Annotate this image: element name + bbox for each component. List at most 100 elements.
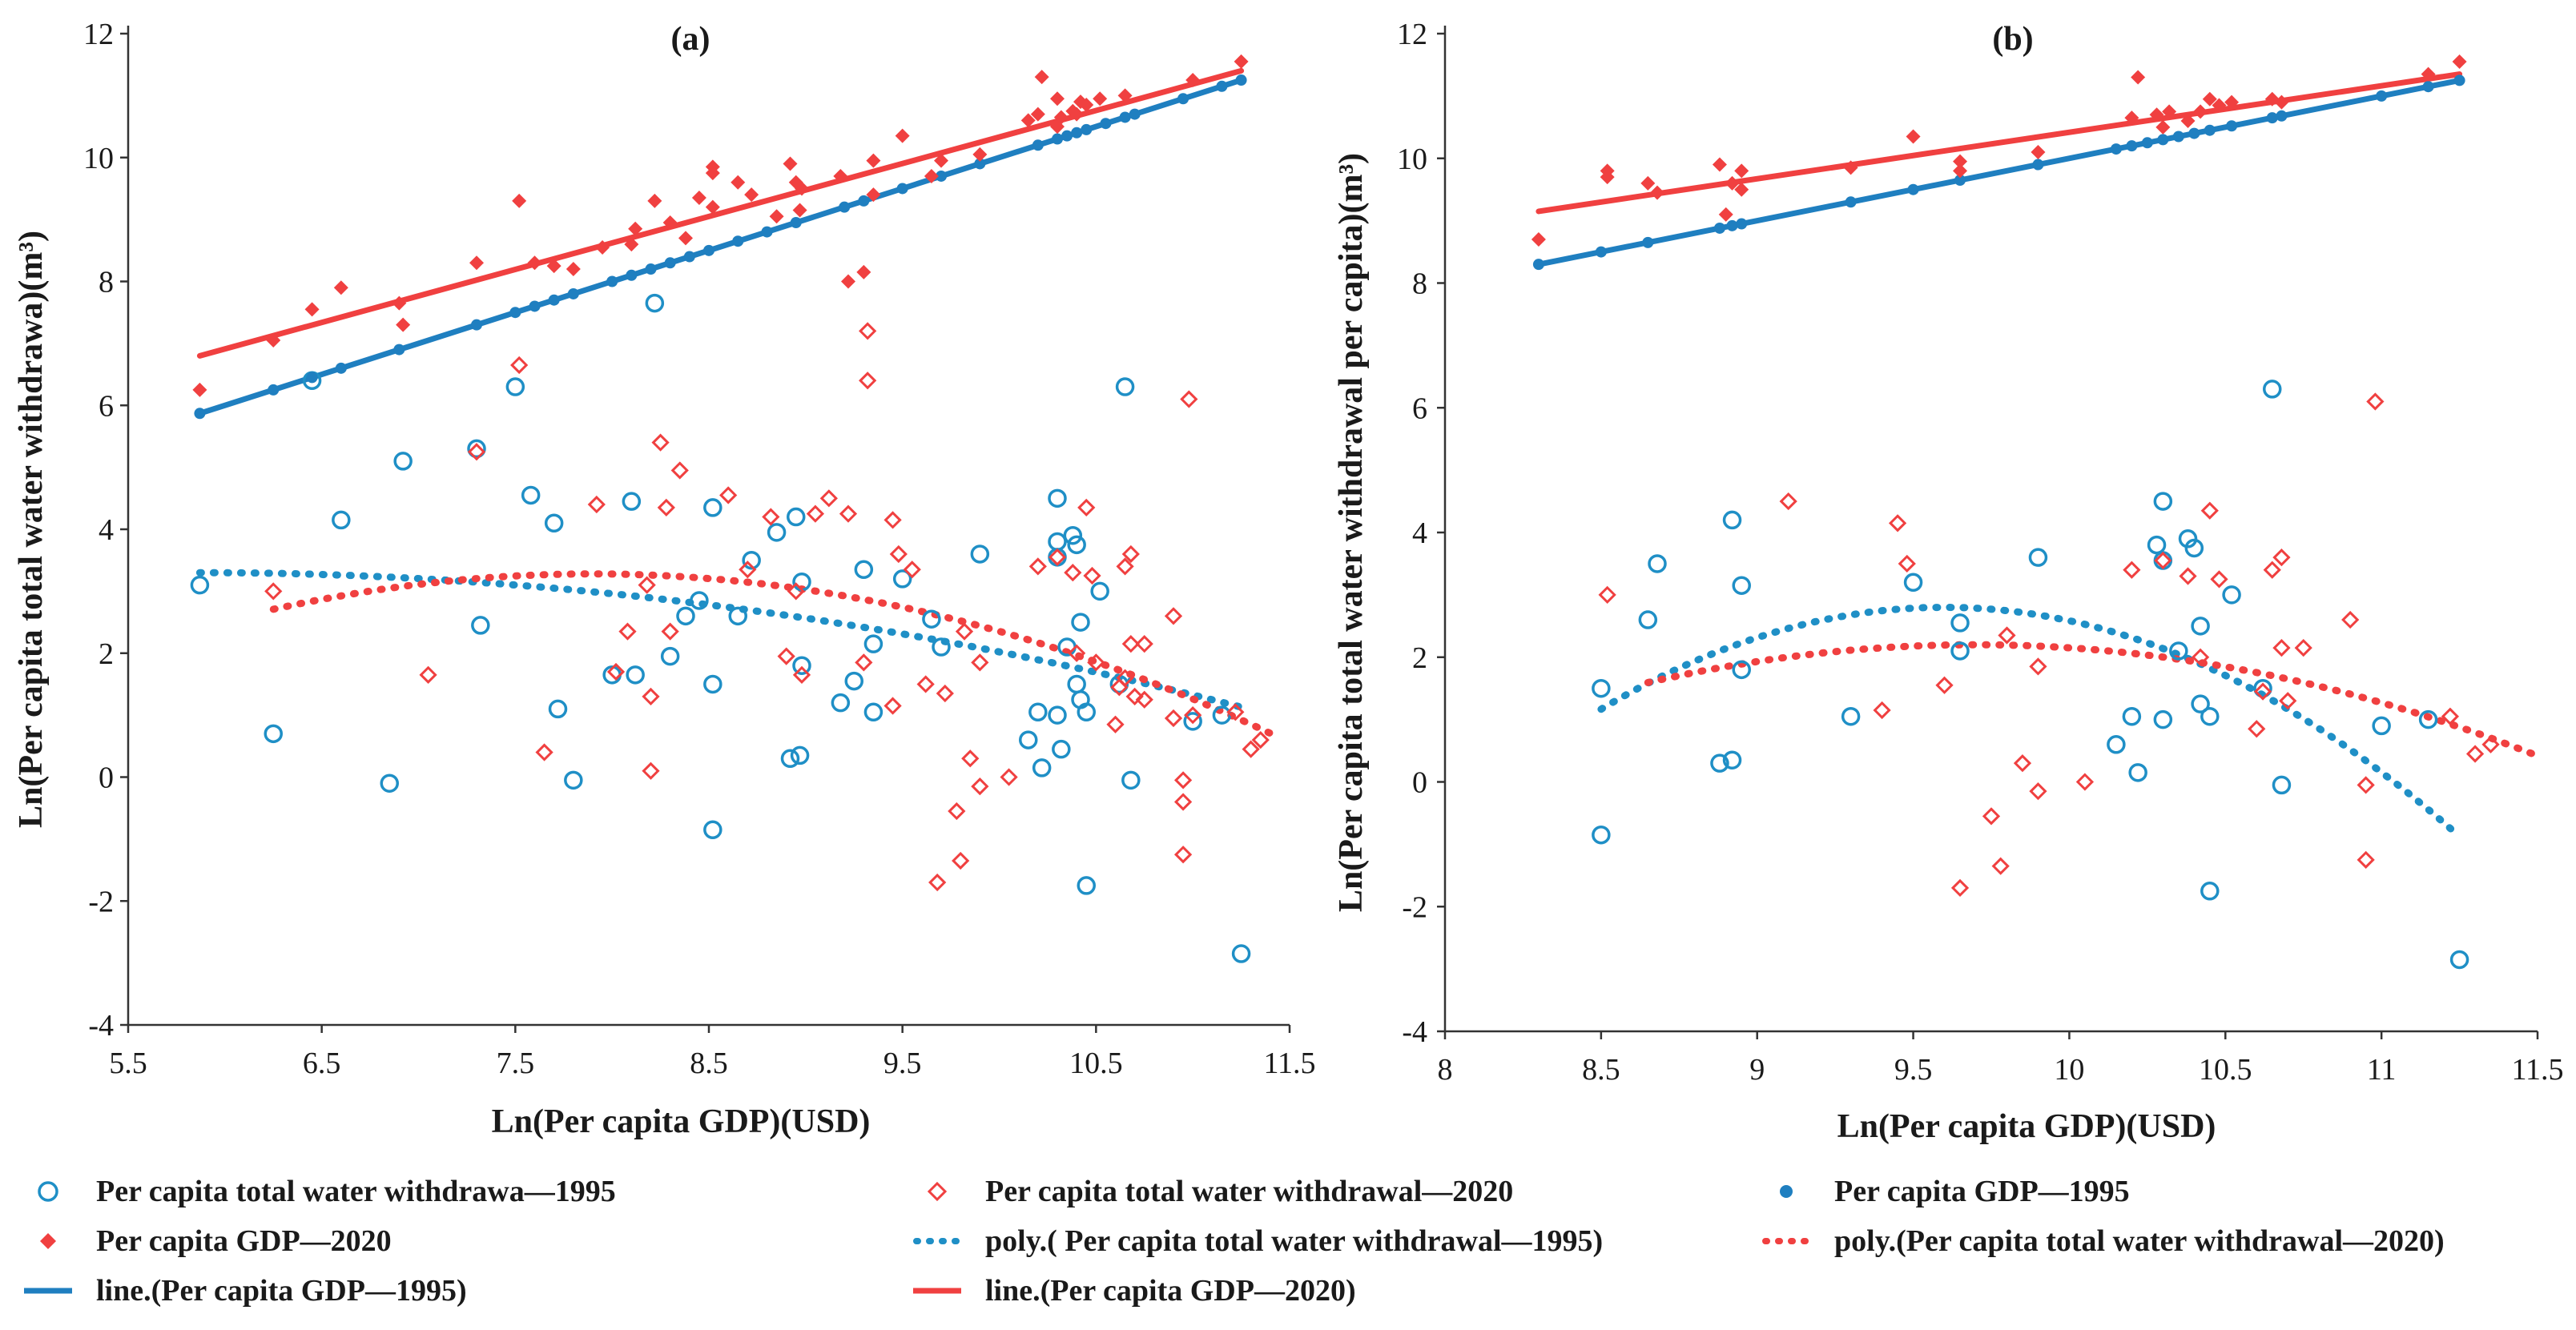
data-point — [839, 504, 858, 523]
data-point — [535, 743, 553, 761]
series-circle — [190, 293, 1251, 963]
x-tick-label: 10.5 — [2199, 1053, 2252, 1087]
data-point — [2357, 850, 2375, 869]
data-point — [806, 504, 825, 523]
poly-fit-line — [195, 569, 1246, 711]
data-point — [703, 820, 722, 840]
data-point — [841, 274, 855, 289]
data-point — [2253, 682, 2272, 701]
data-point — [1053, 110, 1069, 125]
data-point — [1064, 564, 1082, 582]
data-point — [1950, 641, 1970, 661]
data-point — [703, 674, 722, 694]
legend-item: Per capita total water withdrawal—2020 — [927, 1175, 1513, 1208]
data-point — [1888, 514, 1907, 532]
data-point — [380, 773, 399, 793]
data-point — [1028, 557, 1047, 576]
data-point — [2341, 610, 2360, 629]
data-point — [1000, 768, 1018, 786]
data-point — [2147, 535, 2167, 555]
y-tick-label: 8 — [1412, 267, 1427, 301]
data-point — [858, 195, 870, 207]
data-point — [647, 193, 662, 208]
data-point — [1954, 175, 1966, 187]
data-point — [660, 646, 680, 666]
legend-marker — [40, 1233, 56, 1249]
data-point — [1032, 139, 1044, 151]
data-point — [2193, 104, 2208, 119]
legend-label: poly.( Per capita total water withdrawal… — [985, 1224, 1603, 1258]
data-point — [856, 264, 871, 279]
data-point — [1732, 576, 1751, 595]
data-point — [1069, 106, 1085, 122]
data-point — [2262, 380, 2282, 399]
data-point — [567, 287, 579, 299]
data-point — [1061, 130, 1073, 142]
data-point — [661, 622, 679, 641]
data-point — [1067, 674, 1086, 694]
data-point — [678, 231, 693, 246]
data-point — [855, 653, 873, 672]
data-point — [2212, 98, 2227, 113]
data-point — [792, 203, 807, 218]
data-point — [1722, 750, 1742, 769]
data-point — [787, 507, 806, 527]
panel-title: (b) — [1992, 21, 2033, 58]
series-diamond — [264, 322, 1270, 892]
data-point — [642, 761, 660, 780]
data-point — [1067, 535, 1086, 555]
data-point — [1177, 93, 1189, 105]
data-point — [705, 159, 720, 175]
data-point — [521, 485, 541, 505]
data-point — [1982, 807, 2001, 826]
data-point — [883, 511, 902, 529]
data-point — [831, 693, 851, 713]
data-point — [2122, 706, 2142, 726]
data-point — [972, 147, 988, 162]
x-tick-label: 11 — [2367, 1053, 2397, 1087]
data-point — [1903, 573, 1923, 593]
data-point — [333, 280, 348, 295]
data-point — [1953, 154, 1968, 169]
data-point — [1135, 635, 1153, 653]
data-point — [1116, 669, 1134, 687]
data-point — [2191, 694, 2210, 713]
data-point — [2272, 548, 2291, 567]
data-point — [1907, 183, 1919, 195]
data-point — [2266, 112, 2278, 124]
data-point — [2279, 692, 2297, 710]
poly-fit-line — [1644, 641, 2542, 760]
data-point — [1712, 157, 1727, 172]
data-point — [744, 187, 759, 203]
data-point — [705, 199, 720, 215]
data-point — [1087, 653, 1105, 672]
data-point — [651, 433, 670, 452]
y-tick-label: -2 — [88, 885, 114, 918]
data-point — [1592, 678, 1611, 698]
data-point — [1173, 846, 1193, 864]
data-point — [1725, 175, 1740, 191]
data-point — [1183, 712, 1202, 731]
data-point — [1226, 703, 1245, 721]
panel-b: -4 -2 0 2 4 6 8 10 12 8 8.5 9 9.5 10 10.5 11 11.5 (b) Ln(P… — [1333, 18, 2564, 1145]
data-point — [1953, 163, 1968, 179]
data-point — [863, 634, 883, 653]
data-point — [795, 181, 809, 196]
data-point — [1030, 106, 1045, 122]
data-point — [2153, 492, 2173, 511]
data-point — [691, 191, 706, 206]
data-point — [742, 550, 761, 570]
data-point — [928, 873, 947, 892]
data-point — [1841, 706, 1861, 726]
y-tick-label: 6 — [99, 389, 114, 423]
y-tick-label: 6 — [1412, 392, 1427, 425]
data-point — [2372, 716, 2391, 736]
data-point — [792, 656, 811, 675]
data-point — [739, 561, 757, 579]
data-point — [690, 591, 709, 610]
data-point — [670, 461, 689, 480]
data-point — [2124, 110, 2139, 126]
data-point — [392, 295, 407, 311]
data-point — [792, 665, 811, 684]
legend-label: line.(Per capita GDP—2020) — [985, 1274, 1356, 1308]
